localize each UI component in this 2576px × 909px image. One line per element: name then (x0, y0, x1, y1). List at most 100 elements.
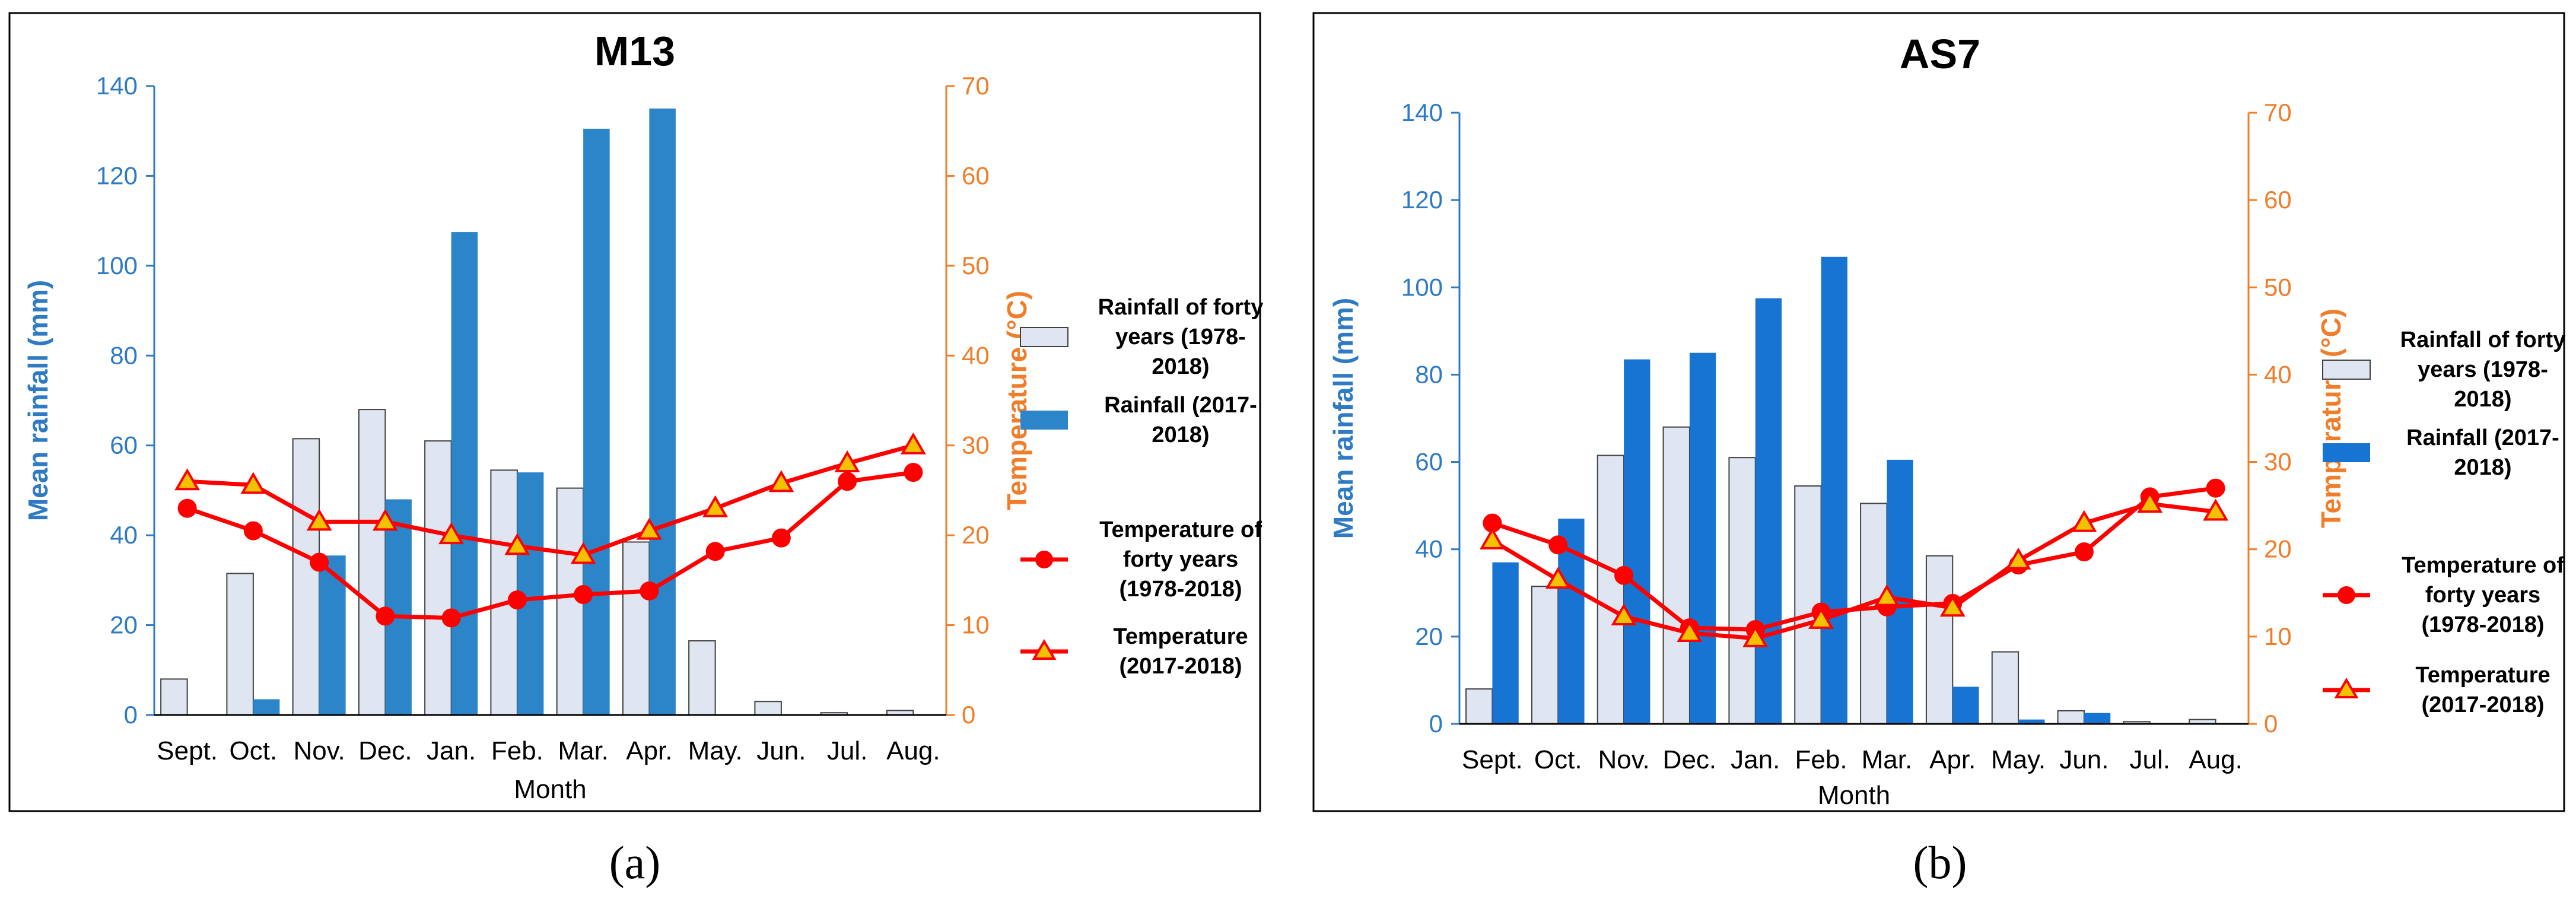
legend-label: (2017-2018) (1119, 654, 1242, 679)
bar-rainfall-forty-years (1597, 454, 1625, 724)
marker-temperature-forty-years (1483, 513, 1502, 533)
bar-rainfall-forty-years (424, 440, 452, 716)
bar-rainfall-forty-years (622, 541, 650, 716)
legend-swatch-rainfall-2017-2018 (1020, 411, 1068, 430)
y-axis-title-right: Temperature (°C) (1001, 291, 1032, 510)
y-tick-label: 100 (96, 252, 138, 279)
x-tick-label: Jun. (2059, 745, 2108, 774)
y2-tick-label: 50 (962, 252, 990, 279)
x-tick-label: Apr. (1929, 745, 1976, 774)
marker-temperature-forty-years (507, 590, 527, 610)
legend-swatch-rainfall-forty-years (1020, 327, 1068, 347)
y-tick-label: 100 (1401, 273, 1443, 301)
x-tick-label: Nov. (1598, 745, 1649, 774)
line-temperature-2017-2018 (187, 443, 914, 558)
marker-temperature-2017-2018 (1677, 619, 1703, 642)
bar-rainfall-forty-years (2057, 710, 2085, 725)
y-tick-label: 0 (124, 701, 138, 729)
x-tick-label: Dec. (358, 736, 412, 765)
x-tick-label: Mar. (558, 736, 609, 765)
bar-rainfall-forty-years (292, 438, 320, 716)
x-tick-label: Feb. (1795, 745, 1847, 774)
y2-tick-label: 60 (2264, 186, 2292, 214)
y-tick-label: 40 (1415, 535, 1443, 563)
legend-label: years (1978- (2418, 357, 2548, 382)
y-tick-label: 0 (1429, 710, 1443, 738)
marker-temperature-2017-2018 (306, 508, 332, 531)
x-tick-label: Dec. (1663, 745, 1716, 774)
bar-rainfall-forty-years (160, 678, 188, 716)
y-tick-label: 80 (110, 341, 138, 369)
line-temperature-2017-2018 (1491, 501, 2216, 641)
chart-panel-m13: M13 0 20 40 60 80 100 120 140 0 10 20 30 40 50 60 70 Sep… (8, 12, 1264, 812)
y2-tick-label: 50 (2264, 273, 2292, 301)
marker-temperature-forty-years (640, 581, 659, 601)
bar-rainfall-forty-years (1991, 651, 2020, 725)
bar-rainfall-2017-2018 (1952, 686, 1979, 724)
legend-label: Rainfall (2017- (1104, 393, 1257, 418)
x-tick-label: Apr. (626, 736, 672, 765)
y-tick-label: 60 (110, 431, 138, 459)
x-tick-label: Mar. (1862, 745, 1913, 774)
chart-panel-as7: AS7 0 20 40 60 80 100 120 140 0 10 20 30 40 50 60 70 Sep… (1312, 12, 2565, 812)
y2-tick-label: 20 (962, 521, 990, 549)
legend-marker-temperature-forty-years (1035, 551, 1053, 568)
x-tick-label: Aug. (2189, 745, 2243, 774)
bar-rainfall-2017-2018 (1689, 352, 1716, 724)
x-tick-label: Jul. (827, 736, 867, 765)
marker-temperature-forty-years (838, 472, 857, 491)
marker-temperature-forty-years (904, 463, 923, 482)
x-tick-label: Sept. (1462, 745, 1523, 774)
y-axis-title-right: Temperature (°C) (2316, 309, 2346, 528)
marker-temperature-2017-2018 (240, 472, 266, 494)
bar-rainfall-2017-2018 (583, 128, 610, 715)
legend-label: (2017-2018) (2421, 692, 2544, 717)
bar-rainfall-2017-2018 (2084, 713, 2111, 724)
legend-marker-temperature-2017-2018 (2334, 678, 2359, 698)
marker-temperature-forty-years (574, 585, 593, 605)
bar-rainfall-forty-years (688, 640, 716, 716)
marker-temperature-2017-2018 (636, 517, 662, 540)
line-temperature-forty-years (186, 470, 914, 620)
marker-temperature-2017-2018 (1939, 595, 1966, 617)
y-tick-label: 120 (96, 161, 138, 189)
y2-tick-label: 40 (962, 341, 990, 369)
marker-temperature-forty-years (243, 521, 263, 541)
marker-temperature-forty-years (177, 498, 197, 518)
bar-rainfall-forty-years (358, 409, 386, 716)
marker-temperature-forty-years (441, 608, 461, 628)
y-tick-label: 60 (1415, 448, 1443, 476)
x-tick-label: Jul. (2130, 745, 2170, 774)
x-tick-label: Jun. (756, 736, 806, 765)
marker-temperature-forty-years (376, 606, 395, 626)
marker-temperature-forty-years (2206, 478, 2225, 498)
marker-temperature-forty-years (771, 528, 791, 548)
legend-label: Rainfall (2017- (2406, 425, 2559, 450)
marker-temperature-forty-years (1614, 565, 1634, 585)
bar-rainfall-2017-2018 (1624, 359, 1650, 724)
bar-rainfall-forty-years (1531, 586, 1559, 724)
bar-rainfall-2017-2018 (1755, 298, 1782, 724)
legend-label: forty years (1123, 547, 1238, 572)
legend-label: Temperature of (2402, 553, 2564, 578)
chart-title: AS7 (1900, 31, 1980, 77)
x-axis-title: Month (1818, 781, 1890, 810)
x-tick-label: May. (688, 736, 743, 765)
x-tick-label: Feb. (491, 736, 543, 765)
panel-caption-b: (b) (1913, 837, 1967, 888)
legend-label: forty years (2425, 583, 2540, 608)
y-tick-label: 20 (110, 611, 138, 639)
y-axis-title-left: Mean rainfall (mm) (1328, 298, 1359, 539)
y2-tick-label: 10 (962, 611, 990, 639)
y2-tick-label: 0 (2264, 710, 2278, 738)
y2-tick-label: 60 (962, 161, 990, 189)
bar-rainfall-2017-2018 (451, 232, 478, 716)
legend-swatch-rainfall-forty-years (2322, 360, 2371, 380)
marker-temperature-2017-2018 (438, 522, 465, 545)
marker-temperature-2017-2018 (768, 470, 794, 492)
marker-temperature-2017-2018 (2005, 547, 2031, 570)
legend-label: Rainfall of forty (1098, 295, 1264, 320)
marker-temperature-forty-years (2074, 542, 2094, 562)
marker-temperature-2017-2018 (372, 508, 398, 531)
legend-marker-temperature-forty-years (2338, 586, 2355, 604)
